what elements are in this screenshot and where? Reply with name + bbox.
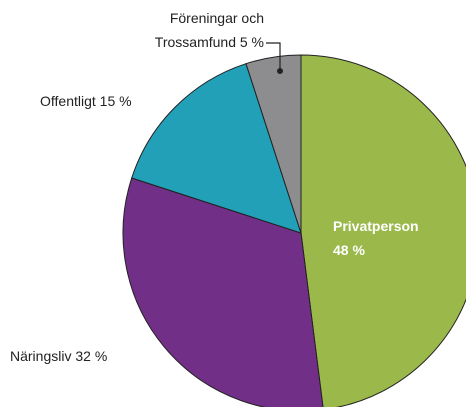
- category-label: Offentligt: [40, 93, 96, 109]
- leader-dot: [277, 68, 283, 74]
- pie-slice: [245, 54, 302, 234]
- category-label: Privatperson: [333, 218, 419, 234]
- leader-line: [266, 42, 281, 71]
- category-label: Näringsliv: [10, 348, 72, 364]
- slice-label: Näringsliv 32 %: [10, 344, 107, 368]
- value-label: 48 %: [333, 242, 365, 258]
- value-label: 5 %: [239, 34, 264, 50]
- slice-label: Privatperson 48 %: [333, 214, 433, 262]
- value-label: 32 %: [75, 348, 108, 364]
- slice-label: Offentligt 15 %: [40, 89, 132, 113]
- value-label: 15 %: [99, 93, 132, 109]
- slice-label: Föreningar och Trossamfund 5 %: [100, 6, 264, 54]
- pie-slice: [131, 63, 302, 234]
- category-label: Föreningar och Trossamfund: [154, 10, 264, 50]
- pie-slice: [300, 54, 466, 407]
- pie-slice: [122, 177, 324, 407]
